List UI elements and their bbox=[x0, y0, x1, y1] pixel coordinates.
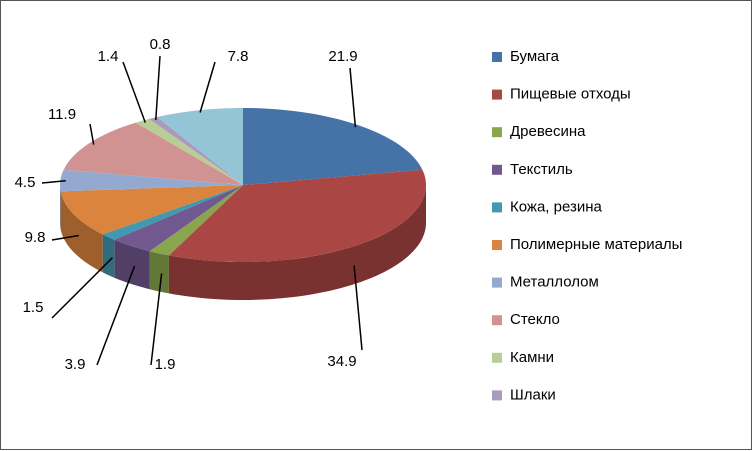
slice-side bbox=[60, 185, 61, 230]
slice bbox=[63, 122, 243, 185]
leader-line bbox=[89, 123, 95, 145]
slice-side bbox=[60, 191, 103, 273]
slice bbox=[149, 185, 243, 256]
leader-line bbox=[41, 179, 66, 184]
slice bbox=[114, 185, 243, 252]
legend-swatch bbox=[492, 52, 502, 62]
legend-label: Кожа, резина bbox=[510, 198, 603, 215]
legend-swatch bbox=[492, 164, 502, 175]
slice-side bbox=[114, 239, 150, 290]
data-label: 11.9 bbox=[48, 106, 76, 123]
legend-label: Металлолом bbox=[510, 274, 599, 291]
legend-label: Текстиль bbox=[510, 161, 573, 178]
slice bbox=[149, 117, 243, 185]
data-label: 4.5 bbox=[15, 174, 36, 191]
legend-swatch bbox=[492, 127, 502, 138]
slice bbox=[60, 185, 243, 235]
slice bbox=[102, 185, 243, 240]
slice bbox=[135, 118, 243, 185]
legend-label: Шлаки bbox=[510, 386, 556, 403]
slice bbox=[60, 169, 244, 192]
slice-side bbox=[102, 234, 115, 278]
slice bbox=[243, 108, 423, 185]
leader-line bbox=[349, 67, 357, 128]
slice bbox=[157, 108, 243, 185]
leader-line bbox=[353, 265, 363, 351]
leader-line bbox=[96, 265, 136, 366]
data-label: 9.8 bbox=[25, 229, 46, 246]
legend-label: Древесина bbox=[510, 123, 586, 140]
leader-line bbox=[51, 234, 79, 241]
legend-label: Пищевые отходы bbox=[510, 86, 631, 103]
leader-line bbox=[51, 257, 113, 319]
legend-swatch bbox=[492, 89, 502, 100]
leader-line bbox=[122, 61, 147, 123]
data-label: 34.9 bbox=[327, 353, 356, 370]
slice-side bbox=[168, 185, 426, 300]
data-label: 21.9 bbox=[328, 48, 357, 65]
slice bbox=[168, 169, 426, 262]
legend-swatch bbox=[492, 390, 502, 401]
legend-swatch bbox=[492, 315, 502, 326]
leader-line bbox=[199, 61, 216, 113]
legend-label: Полимерные материалы bbox=[510, 236, 682, 253]
data-label: 3.9 bbox=[65, 356, 86, 373]
legend-swatch bbox=[492, 277, 502, 288]
slice-side bbox=[149, 251, 169, 294]
legend-label: Стекло bbox=[510, 311, 560, 328]
legend-swatch bbox=[492, 352, 502, 363]
data-label: 0.8 bbox=[150, 36, 171, 53]
data-label: 1.9 bbox=[155, 356, 176, 373]
legend-label: Камни bbox=[510, 349, 554, 366]
data-label: 1.4 bbox=[98, 48, 119, 65]
data-label: 1.5 bbox=[23, 299, 44, 316]
leader-line bbox=[150, 273, 163, 366]
leader-line bbox=[155, 55, 161, 120]
data-label: 7.8 bbox=[228, 48, 249, 65]
legend-label: Бумага bbox=[510, 48, 560, 65]
legend-swatch bbox=[492, 240, 502, 250]
legend-swatch bbox=[492, 202, 502, 213]
